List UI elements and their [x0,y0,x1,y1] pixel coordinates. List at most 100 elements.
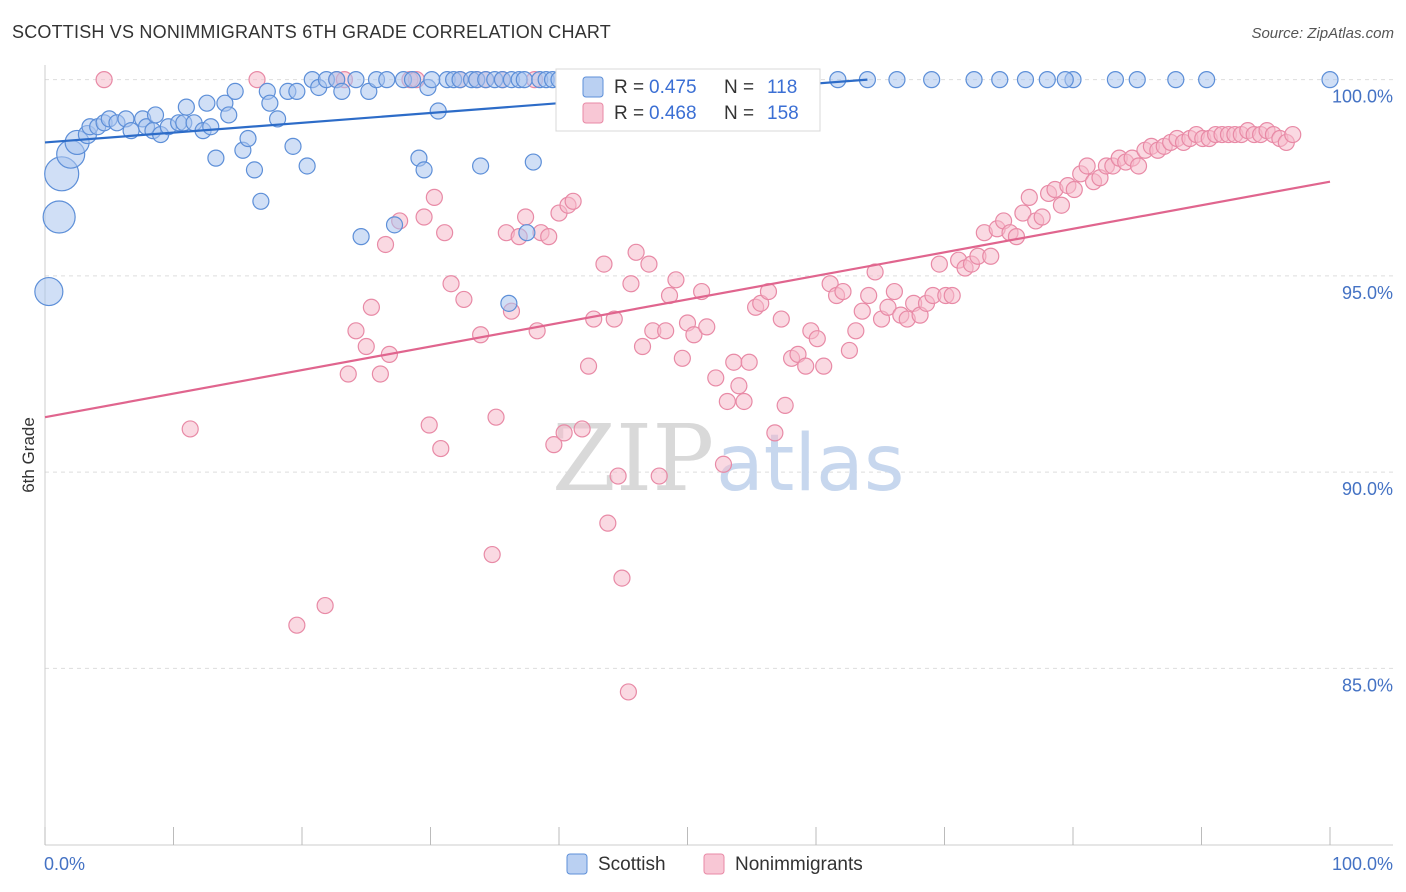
nonimmigrants-point [425,188,443,206]
y-tick-labels: 85.0% 90.0% 95.0% 100.0% [1332,87,1393,696]
scottish-point [1056,71,1074,89]
scottish-point [34,276,64,307]
nonimmigrants-point [555,424,573,442]
bottom-legend-swatch-scottish [566,853,588,875]
nonimmigrants-point [1033,208,1051,226]
scottish-point [1106,71,1125,89]
nonimmigrants-point [436,224,454,242]
nonimmigrants-point [622,275,640,293]
nonimmigrants-point [633,337,652,356]
scottish-point [500,294,518,312]
nonimmigrants-point [371,365,389,383]
nonimmigrants-point [714,455,733,473]
nonimmigrants-point [95,71,113,89]
x-tick-label: 100.0% [1332,854,1393,874]
nonimmigrants-point [834,282,852,301]
scottish-point [888,71,906,89]
nonimmigrants-point [573,420,591,438]
top-legend: R = 0.475 N = 118 R = 0.468 N = 158 [555,68,821,132]
scottish-point [829,71,847,89]
legend-swatch-scottish [582,76,604,98]
x-tick-label: 0.0% [44,854,85,874]
y-tick-label: 100.0% [1332,87,1393,107]
nonimmigrants-point [357,337,375,356]
scottish-point [226,82,244,101]
scottish-point [207,149,225,167]
bottom-legend-label-scottish: Scottish [598,854,666,875]
nonimmigrants-point [613,569,631,587]
y-axis-label: 6th Grade [19,417,38,493]
y-tick-label: 85.0% [1342,675,1393,695]
nonimmigrants-point [640,255,658,273]
scottish-point [385,216,404,234]
nonimmigrants-point [879,298,897,316]
chart-title: SCOTTISH VS NONIMMIGRANTS 6TH GRADE CORR… [12,22,611,42]
nonimmigrants-point [376,235,395,254]
nonimmigrants-point [564,192,582,210]
watermark: ZIP atlas [552,405,905,512]
nonimmigrants-point [797,357,815,375]
scottish-point [177,98,195,116]
nonimmigrants-point [1284,125,1302,144]
scottish-point [991,71,1009,89]
nonimmigrants-point [362,298,380,316]
nonimmigrants-point [698,318,716,336]
nonimmigrants-point [1020,188,1038,206]
nonimmigrants-point [540,228,558,246]
nonimmigrants-point [599,514,617,532]
nonimmigrants-point [930,255,948,273]
nonimmigrants-point [442,275,460,293]
nonimmigrants-point [627,243,645,261]
nonimmigrants-point [776,396,794,414]
nonimmigrants-point [885,282,903,301]
scottish-point [965,71,983,89]
x-tick-labels: 0.0% 100.0% [44,854,1393,874]
nonimmigrants-point [667,271,685,289]
nonimmigrants-point [487,408,505,426]
nonimmigrants-point [455,290,473,309]
scottish-point [923,71,941,89]
bottom-legend-swatch-nonimmigrants [703,853,725,875]
nonimmigrants-point [657,322,675,340]
scottish-point [245,161,264,179]
scottish-point [415,161,433,179]
nonimmigrants-point [707,369,725,387]
scottish-point [146,106,165,124]
nonimmigrants-point [685,326,703,344]
scottish-point [378,71,396,89]
scottish-point [403,71,422,89]
scottish-point [347,71,365,89]
nonimmigrants-point [1078,157,1096,175]
nonimmigrants-point [1129,157,1148,175]
scottish-point [239,129,257,148]
nonimmigrants-point [943,286,961,305]
legend-r-label-nonimmigrants: R = [614,103,644,124]
nonimmigrants-point [472,326,490,344]
nonimmigrants-point [853,302,871,320]
bottom-legend-label-nonimmigrants: Nonimmigrants [735,854,863,875]
nonimmigrants-point [1065,180,1083,199]
scottish-point [515,71,533,89]
watermark-atlas: atlas [716,419,905,509]
scottish-point [198,94,216,112]
nonimmigrants-point [316,596,334,615]
nonimmigrants-point [579,357,598,375]
legend-n-value-scottish: 118 [767,77,797,98]
nonimmigrants-point [181,420,199,438]
legend-swatch-nonimmigrants [582,102,604,124]
nonimmigrants-point [248,71,266,89]
nonimmigrants-point [420,416,438,434]
nonimmigrants-point [483,545,501,564]
y-tick-label: 90.0% [1342,479,1393,499]
nonimmigrants-point [772,310,790,328]
scottish-point [42,200,76,234]
nonimmigrants-point [585,310,603,328]
scottish-point [1128,71,1146,89]
bottom-legend: Scottish Nonimmigrants [566,853,863,875]
nonimmigrants-point [609,467,627,485]
nonimmigrants-points [95,71,1302,701]
scottish-point [1038,71,1056,89]
scottish-point [352,228,370,246]
scottish-point [1167,71,1185,89]
